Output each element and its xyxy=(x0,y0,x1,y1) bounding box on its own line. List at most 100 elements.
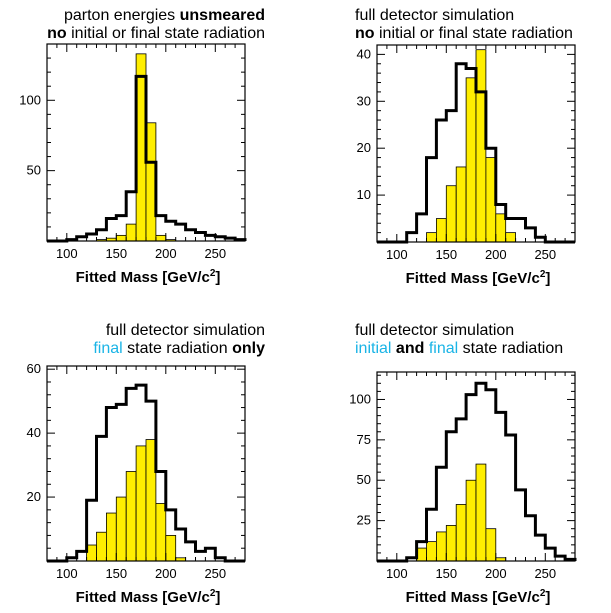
filled-bar xyxy=(485,528,497,562)
x-tick-label: 100 xyxy=(56,566,78,581)
x-tick-label: 150 xyxy=(435,566,457,581)
x-axis-unit-close: ] xyxy=(545,589,550,606)
x-axis-title: Fitted Mass xyxy=(76,269,163,286)
x-tick-label: 200 xyxy=(155,246,177,261)
y-tick-label: 40 xyxy=(27,425,41,440)
filled-bar xyxy=(505,232,517,243)
chart-title-line: no initial or final state radiation xyxy=(355,25,573,42)
filled-bar xyxy=(445,185,457,243)
filled-bar xyxy=(106,512,117,562)
x-tick-label: 100 xyxy=(56,246,78,261)
filled-bar xyxy=(435,531,447,562)
x-axis-unit: [GeV/c xyxy=(162,269,210,286)
filled-bar xyxy=(465,77,477,243)
chart-title-segment: initial or final state radiation xyxy=(67,25,265,42)
chart-title-line: full detector simulation xyxy=(355,322,514,339)
filled-bar xyxy=(426,232,437,243)
filled-bar xyxy=(96,531,107,562)
x-axis-unit-close: ] xyxy=(215,589,220,606)
chart-title-segment: final xyxy=(429,340,458,357)
filled-bar xyxy=(475,463,487,562)
x-axis-title: Fitted Mass xyxy=(406,270,493,287)
x-tick-label: 100 xyxy=(386,247,408,262)
x-axis-title: Fitted Mass xyxy=(406,589,493,606)
filled-bar xyxy=(115,496,127,562)
x-axis-unit-sup: 2 xyxy=(540,588,546,599)
chart-title-segment: initial xyxy=(355,340,391,357)
filled-bar xyxy=(455,504,467,562)
chart-title-line: no initial or final state radiation xyxy=(47,25,265,42)
x-tick-label: 100 xyxy=(386,566,408,581)
filled-bar xyxy=(445,525,457,562)
y-tick-label: 40 xyxy=(357,46,371,61)
y-tick-label: 10 xyxy=(357,187,371,202)
chart-title-segment: full detector simulation xyxy=(355,7,514,24)
chart-title-segment: final xyxy=(93,340,122,357)
x-axis-label: Fitted Mass [GeV/c2] xyxy=(76,588,221,606)
y-tick-label: 100 xyxy=(19,92,41,107)
x-axis-unit-sup: 2 xyxy=(210,268,216,279)
y-tick-label: 60 xyxy=(27,361,41,376)
chart-title-segment: unsmeared xyxy=(180,7,265,24)
chart-title-line: full detector simulation xyxy=(355,7,514,24)
x-axis-unit: [GeV/c xyxy=(492,270,540,287)
chart-title-line: parton energies unsmeared xyxy=(64,7,265,24)
x-axis-unit-sup: 2 xyxy=(210,588,216,599)
x-tick-label: 150 xyxy=(105,566,127,581)
x-tick-label: 150 xyxy=(105,246,127,261)
x-axis-title: Fitted Mass xyxy=(76,589,163,606)
x-tick-label: 250 xyxy=(204,246,226,261)
y-tick-label: 25 xyxy=(357,513,371,528)
filled-bar xyxy=(125,223,137,242)
y-tick-label: 75 xyxy=(357,432,371,447)
outline-histogram xyxy=(47,383,245,563)
x-tick-label: 250 xyxy=(534,247,556,262)
filled-bar xyxy=(155,503,167,562)
chart-title-segment: parton energies xyxy=(64,7,180,24)
x-tick-label: 150 xyxy=(435,247,457,262)
x-axis-label: Fitted Mass [GeV/c2] xyxy=(406,588,551,606)
x-tick-label: 250 xyxy=(204,566,226,581)
chart-title-segment: no xyxy=(355,25,375,42)
filled-bar xyxy=(426,541,437,562)
x-axis-unit-sup: 2 xyxy=(540,269,546,280)
chart-title-segment: state radiation xyxy=(458,340,563,357)
chart-title-segment: and xyxy=(391,340,428,357)
filled-bar xyxy=(165,535,177,562)
chart-title-segment: no xyxy=(47,25,67,42)
x-axis-label: Fitted Mass [GeV/c2] xyxy=(406,269,551,287)
filled-bar xyxy=(465,479,477,562)
x-tick-label: 200 xyxy=(485,247,507,262)
y-tick-label: 100 xyxy=(349,391,371,406)
y-tick-label: 50 xyxy=(357,472,371,487)
filled-bar xyxy=(135,445,147,562)
x-axis-unit-close: ] xyxy=(215,269,220,286)
filled-bar xyxy=(115,234,127,242)
x-tick-label: 200 xyxy=(155,566,177,581)
x-tick-label: 250 xyxy=(534,566,556,581)
chart-title-line: final state radiation only xyxy=(93,340,265,357)
y-tick-label: 50 xyxy=(27,163,41,178)
chart-title-segment: only xyxy=(232,340,265,357)
y-tick-label: 20 xyxy=(27,489,41,504)
chart-title-segment: state radiation xyxy=(123,340,232,357)
y-tick-label: 30 xyxy=(357,93,371,108)
chart-title-line: initial and final state radiation xyxy=(355,340,563,357)
filled-bar xyxy=(455,166,467,243)
outline-histogram xyxy=(377,62,575,244)
chart-title-line: full detector simulation xyxy=(106,322,265,339)
y-tick-label: 20 xyxy=(357,140,371,155)
x-axis-unit-close: ] xyxy=(545,270,550,287)
x-tick-label: 200 xyxy=(485,566,507,581)
outline-histogram xyxy=(377,381,577,563)
filled-bar xyxy=(435,218,447,243)
x-axis-unit: [GeV/c xyxy=(162,589,210,606)
x-axis-label: Fitted Mass [GeV/c2] xyxy=(76,268,221,286)
filled-bar xyxy=(125,471,137,562)
x-axis-unit: [GeV/c xyxy=(492,589,540,606)
filled-bar xyxy=(155,234,167,242)
